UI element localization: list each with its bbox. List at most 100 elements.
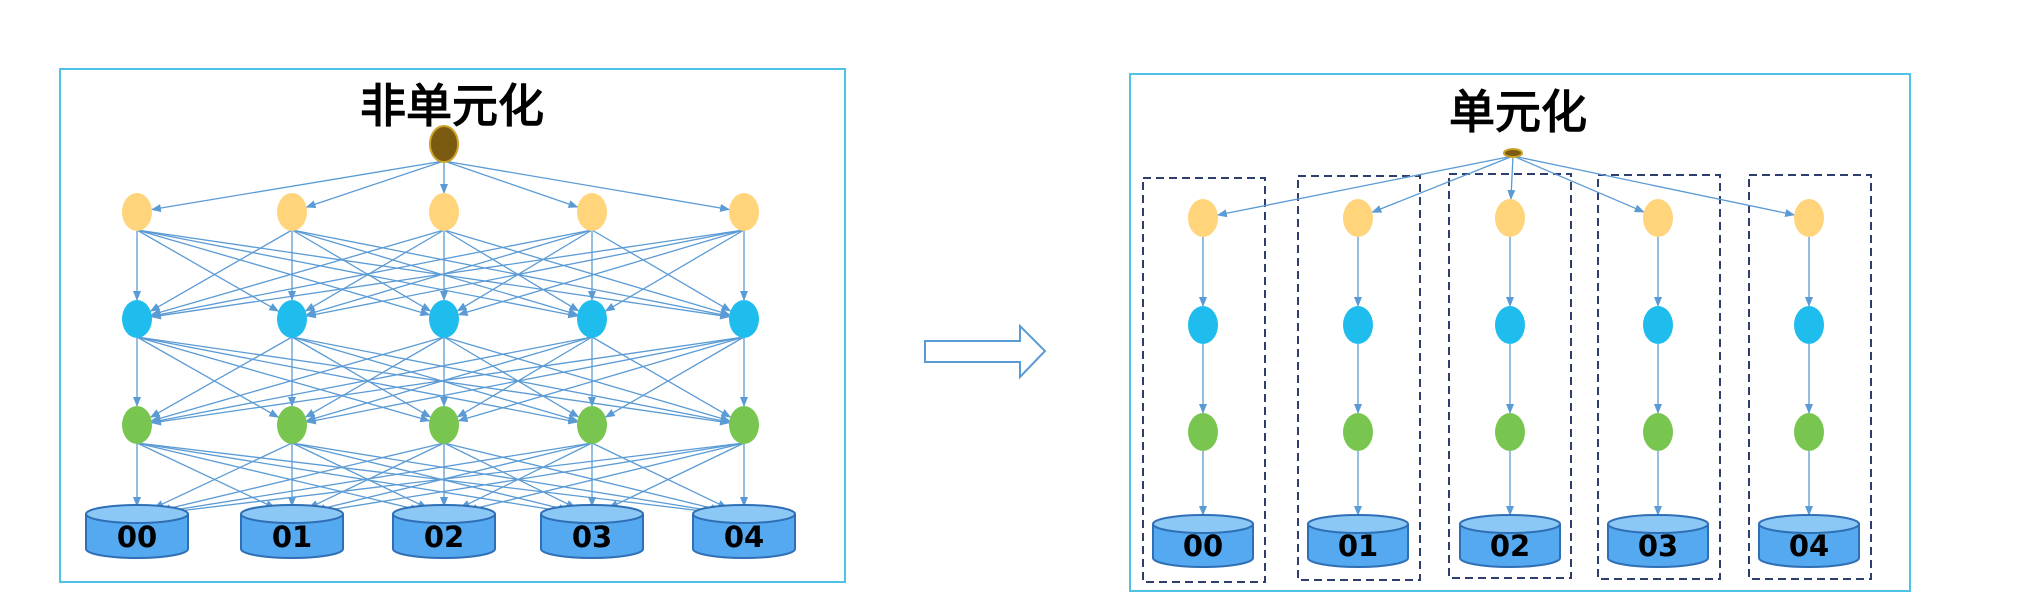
left-tier3-node <box>729 406 759 444</box>
left-edge <box>291 442 428 509</box>
left-edge <box>291 442 718 515</box>
right-tier3-node <box>1794 413 1824 451</box>
left-edge <box>136 442 421 513</box>
left-tier1-node <box>122 193 152 231</box>
right-tier1-node <box>1794 199 1824 237</box>
right-database-label: 00 <box>1183 529 1223 563</box>
left-edge <box>136 442 566 515</box>
left-edge <box>443 442 577 509</box>
left-edge <box>136 336 431 423</box>
right-edge <box>1512 155 1645 213</box>
left-database-04: 04 <box>692 504 796 559</box>
left-edge <box>443 160 731 212</box>
left-edge <box>591 336 732 418</box>
left-edge <box>136 336 280 418</box>
left-panel-border <box>59 68 846 583</box>
right-tier1-node <box>1188 199 1218 237</box>
right-tier2-node <box>1643 306 1673 344</box>
left-edge <box>150 336 445 423</box>
left-panel: 非单元化 00 01 02 03 <box>59 68 846 583</box>
left-edge <box>457 336 745 423</box>
right-database-01: 01 <box>1307 514 1409 568</box>
left-edge <box>591 442 728 509</box>
right-database-label: 02 <box>1490 529 1530 563</box>
left-edge <box>136 229 431 317</box>
left-edge <box>291 336 731 425</box>
left-edge <box>443 229 731 316</box>
left-tier2-node <box>429 300 459 338</box>
left-edge <box>305 336 745 425</box>
left-edge <box>136 336 731 426</box>
right-tier2-node <box>1495 306 1525 344</box>
left-edge <box>153 442 293 509</box>
left-edge <box>467 442 745 512</box>
left-edge <box>443 336 731 423</box>
left-edge <box>305 229 593 316</box>
left-edge <box>291 229 579 316</box>
left-edge <box>150 336 593 425</box>
left-edge <box>443 229 580 312</box>
right-database-04: 04 <box>1758 514 1860 568</box>
left-edge <box>163 442 593 515</box>
left-panel-title: 非单元化 <box>360 79 544 133</box>
left-edge <box>305 336 593 423</box>
left-edge <box>291 336 432 418</box>
right-edge <box>1371 155 1514 213</box>
left-edge <box>608 442 745 509</box>
left-database-label: 01 <box>272 520 312 554</box>
left-edge <box>456 229 593 312</box>
right-root-node <box>1503 148 1523 158</box>
left-edge <box>604 336 745 418</box>
right-panel-title: 单元化 <box>1449 85 1587 139</box>
left-edge <box>457 229 745 316</box>
left-root-node <box>429 125 459 163</box>
right-tier3-node <box>1188 413 1218 451</box>
right-tier1-node <box>1343 199 1373 237</box>
unit-cell-01 <box>1297 175 1421 581</box>
left-tier2-node <box>122 300 152 338</box>
left-tier2-node <box>277 300 307 338</box>
transition-arrow-icon <box>924 323 1047 380</box>
unit-cells <box>1142 173 1872 583</box>
left-edge <box>150 336 745 426</box>
left-edges <box>133 160 748 516</box>
left-tier2-node <box>729 300 759 338</box>
left-edge <box>456 336 593 418</box>
left-database-03: 03 <box>540 504 644 559</box>
right-database-label: 01 <box>1338 529 1378 563</box>
left-edge <box>150 229 593 319</box>
left-edge <box>291 229 432 312</box>
right-edge <box>1216 155 1514 218</box>
right-database-label: 04 <box>1789 529 1829 563</box>
left-edge <box>136 229 280 312</box>
left-edge <box>164 442 745 516</box>
left-tier1-node <box>577 193 607 231</box>
unit-cell-03 <box>1597 174 1721 580</box>
left-database-label: 02 <box>424 520 464 554</box>
right-edge <box>1512 155 1796 217</box>
left-edge <box>604 229 745 312</box>
right-panel: 单元化 00 01 02 <box>1129 73 1911 592</box>
left-edge <box>150 160 445 213</box>
right-tier3-node <box>1643 413 1673 451</box>
left-database-00: 00 <box>85 504 189 559</box>
left-edge <box>305 229 745 319</box>
right-database-00: 00 <box>1152 514 1254 568</box>
left-database-label: 03 <box>572 520 612 554</box>
right-tier2-node <box>1343 306 1373 344</box>
right-database-03: 03 <box>1607 514 1709 568</box>
left-database-01: 01 <box>240 504 344 559</box>
right-database-02: 02 <box>1459 514 1561 568</box>
left-database-02: 02 <box>392 504 496 559</box>
left-tier1-node <box>729 193 759 231</box>
right-tier1-node <box>1643 199 1673 237</box>
left-edge <box>443 442 721 512</box>
left-edge <box>136 442 276 509</box>
left-edge <box>136 442 717 516</box>
unit-cell-02 <box>1448 173 1572 579</box>
left-edge <box>305 160 445 209</box>
left-edge <box>291 336 579 423</box>
left-edge <box>308 442 445 509</box>
right-edge <box>1507 155 1516 201</box>
left-nodes <box>122 125 759 444</box>
